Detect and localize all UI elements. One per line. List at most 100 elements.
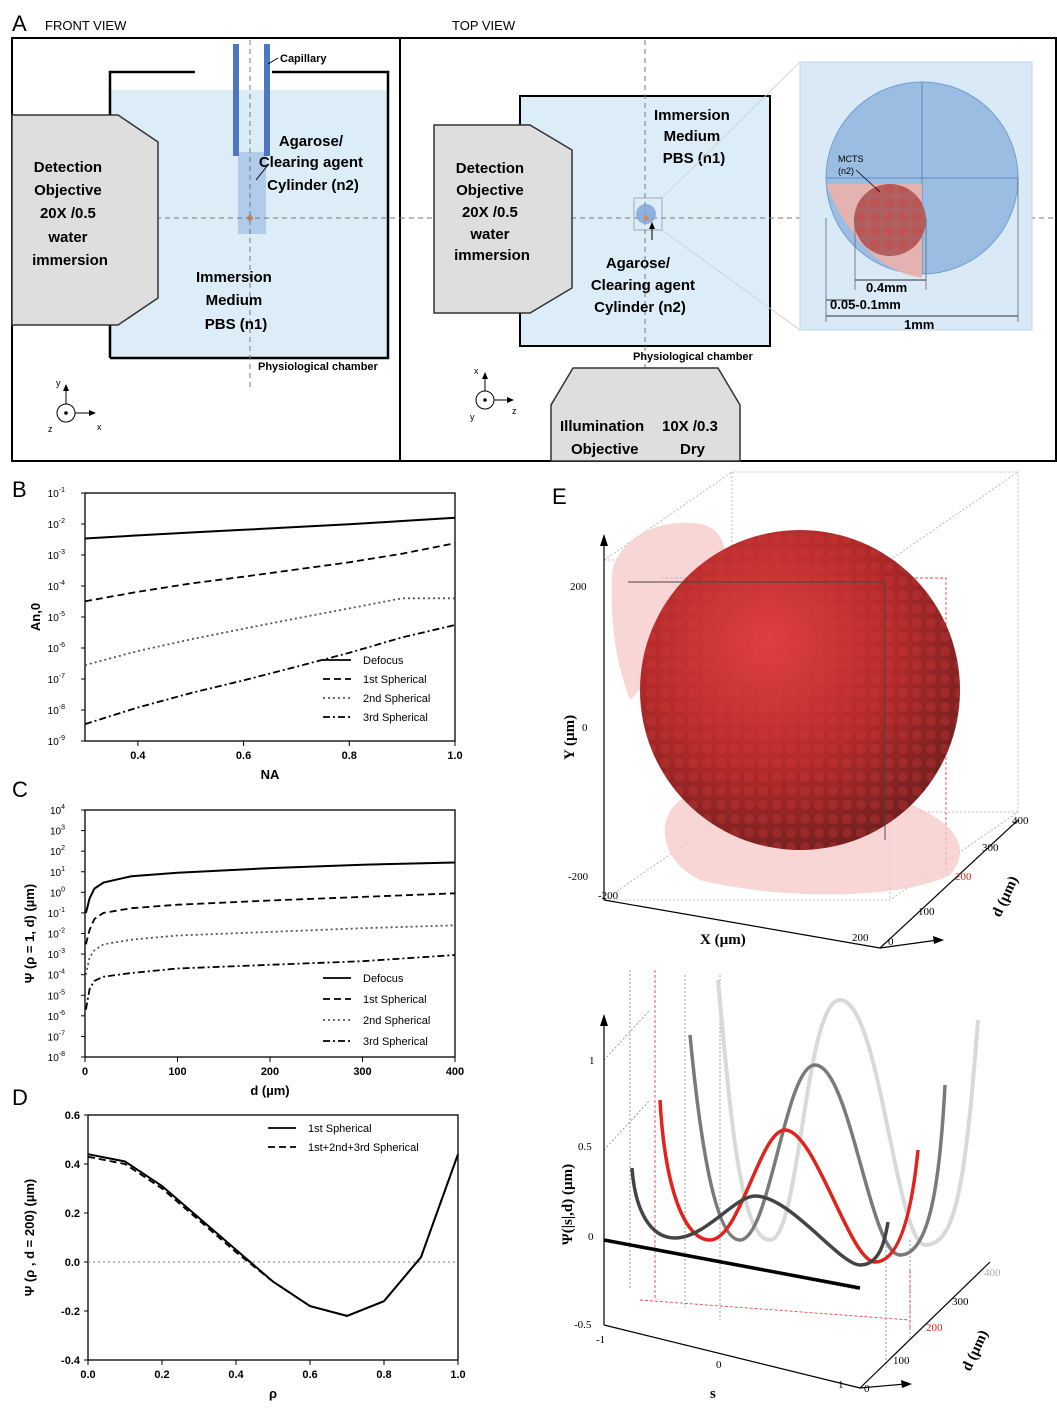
legend-label: 1st Spherical — [363, 994, 427, 1006]
x-tick-label: 0.0 — [80, 1369, 95, 1381]
capillary-pointer — [267, 57, 279, 65]
y-tick-label: -0.4 — [61, 1355, 81, 1367]
y-tick-label: 10-7 — [48, 673, 65, 686]
panel-e-bottom: 1 0.5 0 -0.5 -1 0 1 0 100 200 300 400 Ψ(… — [560, 970, 1001, 1402]
curve-d400 — [716, 979, 980, 1248]
y-tick-label: 10-6 — [48, 1010, 65, 1023]
y-tick-label: 10-8 — [48, 1051, 65, 1064]
legend-label: 1st Spherical — [363, 674, 427, 686]
y-axis-title: Ψ (ρ , d = 200) (µm) — [22, 1179, 37, 1296]
front-frame-3d — [628, 581, 886, 840]
y-tick-label: 10-1 — [48, 907, 65, 920]
e-bot-ztick-400: 400 — [984, 1267, 1001, 1279]
capillary-wall-left — [233, 44, 239, 156]
e-bot-ytick-05: 0.5 — [578, 1141, 592, 1153]
y-tick-label: 0.0 — [65, 1257, 80, 1269]
mcts-label-n2: (n2) — [838, 166, 854, 176]
illumination-spec: 10X /0.3 — [662, 418, 718, 435]
svg-text:z: z — [512, 406, 517, 416]
d-axis-e-top — [879, 819, 1019, 949]
y-tick-label: 102 — [50, 845, 65, 858]
y-tick-label: 100 — [50, 886, 65, 899]
series-line — [84, 597, 455, 666]
series-line — [84, 861, 456, 914]
x-tick-label: 0.6 — [302, 1369, 317, 1381]
y-tick-label: 101 — [50, 866, 65, 879]
x-tick-label: 0.6 — [236, 750, 251, 762]
dim-1mm: 1mm — [904, 317, 934, 332]
front-chamber-wall-right — [110, 70, 390, 360]
e-bot-ztick-100: 100 — [893, 1355, 910, 1367]
e-top-ytick-0: 0 — [582, 722, 588, 734]
detection-objective-label-front: Detection Objective 20X /0.5 water immer… — [32, 159, 108, 269]
x-tick-label: 0.8 — [342, 750, 357, 762]
detection-objective-front — [11, 114, 159, 326]
curve-d200 — [658, 1099, 920, 1264]
top-view-title: TOP VIEW — [452, 18, 516, 33]
legend-label: 3rd Spherical — [363, 712, 428, 724]
capillary-wall-right — [264, 44, 270, 156]
e-bot-ztick-200: 200 — [926, 1322, 943, 1334]
e-top-ytick-m200: -200 — [568, 871, 589, 883]
illumination-dry: Dry — [680, 441, 706, 458]
e-top-xtick-m200: -200 — [598, 890, 619, 902]
e-bot-ztick-0: 0 — [864, 1383, 870, 1395]
e-top-zlabel: d (µm) — [989, 874, 1022, 920]
x-tick-label: 200 — [261, 1066, 279, 1078]
y-tick-label: 0.4 — [65, 1159, 81, 1171]
illumination-label-2: Objective — [571, 441, 639, 458]
panel-e-letter: E — [552, 484, 567, 509]
agarose-label-top: Agarose/ Clearing agent Cylinder (n2) — [591, 255, 699, 316]
e-top-xtick-200: 200 — [852, 932, 869, 944]
x-tick-label: 0 — [82, 1066, 88, 1078]
x-tick-label: 0.4 — [130, 750, 146, 762]
curve-d0 — [603, 1238, 861, 1290]
x-axis-title: ρ — [269, 1386, 277, 1401]
x-axis-e-top — [603, 899, 881, 949]
svg-text:y: y — [470, 412, 475, 422]
y-tick-label: 10-2 — [48, 518, 65, 531]
series-line — [84, 542, 456, 603]
legend-label: 3rd Spherical — [363, 1036, 428, 1048]
y-tick-label: 10-6 — [48, 642, 65, 655]
y-tick-label: 10-4 — [48, 580, 65, 593]
d-axis-e-bottom — [859, 1261, 991, 1389]
legend-label: 2nd Spherical — [363, 1015, 430, 1027]
e-bot-xlabel: s — [710, 1386, 716, 1402]
svg-text:x: x — [97, 422, 102, 432]
e-bot-ylabel: Ψ(|s|,d) (µm) — [560, 1164, 576, 1245]
y-tick-label: 10-7 — [48, 1030, 65, 1043]
x-tick-label: 400 — [446, 1066, 464, 1078]
x-axis-title: NA — [261, 767, 280, 782]
agarose-cylinder-top — [636, 204, 656, 224]
e-bot-xtick-m1: -1 — [596, 1334, 605, 1346]
front-axes-symbol: y z x — [48, 378, 102, 434]
e-bot-zlabel: d (µm) — [959, 1328, 992, 1374]
chart-b: 0.4 0.6 0.8 1.0 10-1 10-2 10-3 10-4 10-5 10-6 10-7… — [28, 487, 463, 782]
curve-d300 — [688, 1034, 947, 1257]
immersion-medium-label-top: Immersion Medium PBS (n1) — [654, 107, 734, 167]
capillary-label: Capillary — [280, 53, 327, 65]
illumination-objective — [550, 367, 741, 462]
e-top-ztick-400: 400 — [1012, 815, 1029, 827]
series-line — [85, 924, 456, 975]
x-tick-label: 1.0 — [447, 750, 462, 762]
series-line — [85, 892, 456, 945]
panel-a: A FRONT VIEW TOP VIEW Detection Objectiv… — [11, 11, 1057, 462]
detection-objective-top — [433, 124, 573, 314]
agarose-cylinder-front — [238, 152, 266, 234]
y-tick-label: 10-1 — [48, 487, 65, 500]
x-tick-label: 300 — [353, 1066, 371, 1078]
zoom-inset: MCTS (n2) 0.4mm 0.05-0.1mm 1mm — [799, 61, 1033, 332]
e-top-ylabel: Y (µm) — [562, 715, 578, 760]
zoom-box — [633, 197, 663, 231]
agarose-pointer-front — [255, 164, 269, 181]
front-view: Detection Objective 20X /0.5 water immer… — [11, 40, 400, 434]
series-line — [84, 516, 456, 540]
top-view: Detection Objective 20X /0.5 water immer… — [400, 40, 1056, 462]
top-axes-symbol: x y z — [470, 366, 517, 422]
x-tick-label: 100 — [168, 1066, 186, 1078]
y-tick-label: -0.2 — [61, 1306, 80, 1318]
svg-text:y: y — [56, 378, 61, 388]
